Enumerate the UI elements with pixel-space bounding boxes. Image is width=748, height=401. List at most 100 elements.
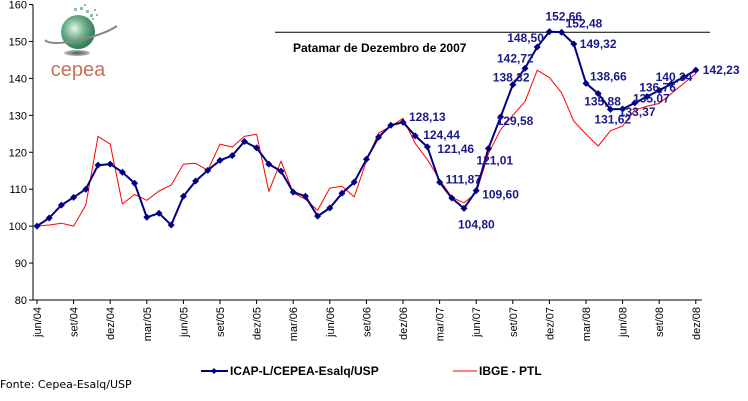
data-point	[326, 204, 334, 212]
data-point	[289, 188, 297, 196]
data-point	[216, 156, 224, 164]
logo-text: cepea	[51, 59, 106, 81]
x-tick-label: dez/04	[105, 307, 117, 340]
data-label: 131,62	[594, 112, 631, 126]
data-point	[155, 209, 163, 217]
x-tick-label: mar/08	[581, 307, 593, 341]
data-label: 121,01	[476, 154, 513, 168]
data-point	[436, 178, 444, 186]
x-tick-label: dez/08	[691, 307, 703, 340]
data-label: 149,32	[580, 37, 617, 51]
data-label: 140,34	[656, 70, 693, 84]
data-point	[301, 192, 309, 200]
data-label: 104,80	[458, 217, 495, 231]
y-tick-label: 80	[15, 295, 27, 307]
data-point	[643, 93, 651, 101]
data-label: 138,32	[493, 71, 530, 85]
orbit-icon	[44, 25, 118, 44]
data-point	[362, 155, 370, 163]
data-point	[570, 40, 578, 48]
data-point	[253, 144, 261, 152]
data-point	[594, 90, 602, 98]
data-label: 138,66	[590, 69, 627, 83]
legend-label-ibge: IBGE - PTL	[479, 364, 542, 378]
data-point	[667, 80, 675, 88]
x-tick-label: set/06	[361, 307, 373, 337]
x-tick-label: mar/06	[288, 307, 300, 341]
data-point	[57, 201, 65, 209]
data-point	[228, 152, 236, 160]
legend-item-ibge: IBGE - PTL	[453, 364, 542, 378]
data-point	[94, 161, 102, 169]
data-point	[131, 179, 139, 187]
y-tick-label: 100	[9, 221, 27, 233]
x-tick-label: dez/06	[398, 307, 410, 340]
y-tick-label: 120	[9, 147, 27, 159]
data-point	[655, 86, 663, 94]
legend-item-icap: ICAP-L/CEPEA-Esalq/USP	[201, 364, 379, 378]
data-point	[204, 166, 212, 174]
y-tick-label: 110	[9, 184, 27, 196]
x-tick-label: dez/05	[252, 307, 264, 340]
data-label: 124,44	[423, 128, 460, 142]
x-tick-label: jun/04	[32, 307, 44, 338]
data-label: 111,87	[446, 172, 482, 186]
data-point	[619, 105, 627, 113]
data-point	[387, 121, 395, 129]
x-tick-label: dez/07	[544, 307, 556, 340]
data-label: 152,66	[545, 10, 582, 24]
data-point	[179, 192, 187, 200]
data-point	[45, 214, 53, 222]
data-point	[70, 193, 78, 201]
data-point	[82, 185, 90, 193]
data-point	[399, 118, 407, 126]
data-point	[558, 28, 566, 36]
x-tick-label: set/08	[654, 307, 666, 337]
data-point	[314, 212, 322, 220]
data-label: 142,72	[497, 51, 534, 65]
series-line-icap	[36, 30, 697, 227]
data-point	[680, 73, 688, 81]
data-point	[484, 145, 492, 153]
data-label: 148,50	[507, 31, 544, 45]
x-tick-label: mar/05	[142, 307, 154, 341]
data-label: 135,88	[584, 95, 621, 109]
data-label: 142,23	[703, 63, 740, 77]
y-tick-label: 150	[9, 36, 27, 48]
data-point	[106, 160, 114, 168]
data-label: 109,60	[482, 188, 519, 202]
data-point	[448, 194, 456, 202]
data-label: 129,58	[497, 114, 534, 128]
data-point	[277, 167, 285, 175]
data-point	[118, 168, 126, 176]
data-label: 128,13	[409, 110, 446, 124]
data-point	[167, 221, 175, 229]
data-point	[545, 28, 553, 36]
y-tick-label: 130	[9, 110, 27, 122]
legend-label-icap: ICAP-L/CEPEA-Esalq/USP	[230, 364, 379, 378]
data-point	[265, 160, 273, 168]
data-point	[375, 133, 383, 141]
data-point	[350, 178, 358, 186]
axes: 80 90 100 110 120 130 140 150 160 jun/04 set/04 dez…	[9, 0, 703, 341]
reference-line-group: Patamar de Dezembro de 2007	[275, 31, 710, 55]
legend-marker-diamond-icon	[211, 368, 217, 374]
x-tick-label: jun/07	[471, 307, 483, 338]
reference-line-label: Patamar de Dezembro de 2007	[293, 41, 467, 55]
data-point	[509, 81, 517, 89]
y-tick-label: 140	[9, 73, 27, 85]
cepea-logo: cepea	[44, 4, 118, 81]
data-point	[582, 79, 590, 87]
data-label: 152,48	[566, 16, 603, 30]
data-point	[143, 213, 151, 221]
x-tick-label: set/05	[215, 307, 227, 337]
data-label: 121,46	[437, 142, 474, 156]
x-tick-label: set/04	[69, 307, 81, 337]
data-point	[631, 99, 639, 107]
source-note: Fonte: Cepea-Esalq/USP	[0, 378, 132, 391]
data-point	[460, 204, 468, 212]
globe-icon	[61, 15, 95, 49]
data-point	[411, 132, 419, 140]
